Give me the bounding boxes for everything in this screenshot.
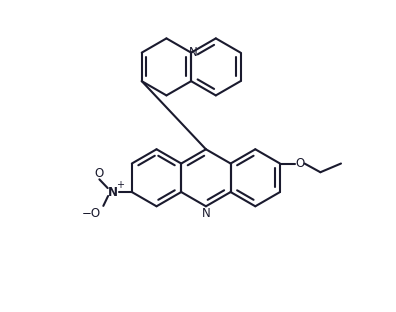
Text: O: O (94, 167, 103, 179)
Text: N: N (189, 46, 198, 59)
Text: −O: −O (82, 207, 101, 220)
Text: N: N (108, 186, 118, 198)
Text: N: N (202, 207, 210, 221)
Text: +: + (116, 180, 124, 190)
Text: O: O (295, 157, 305, 170)
